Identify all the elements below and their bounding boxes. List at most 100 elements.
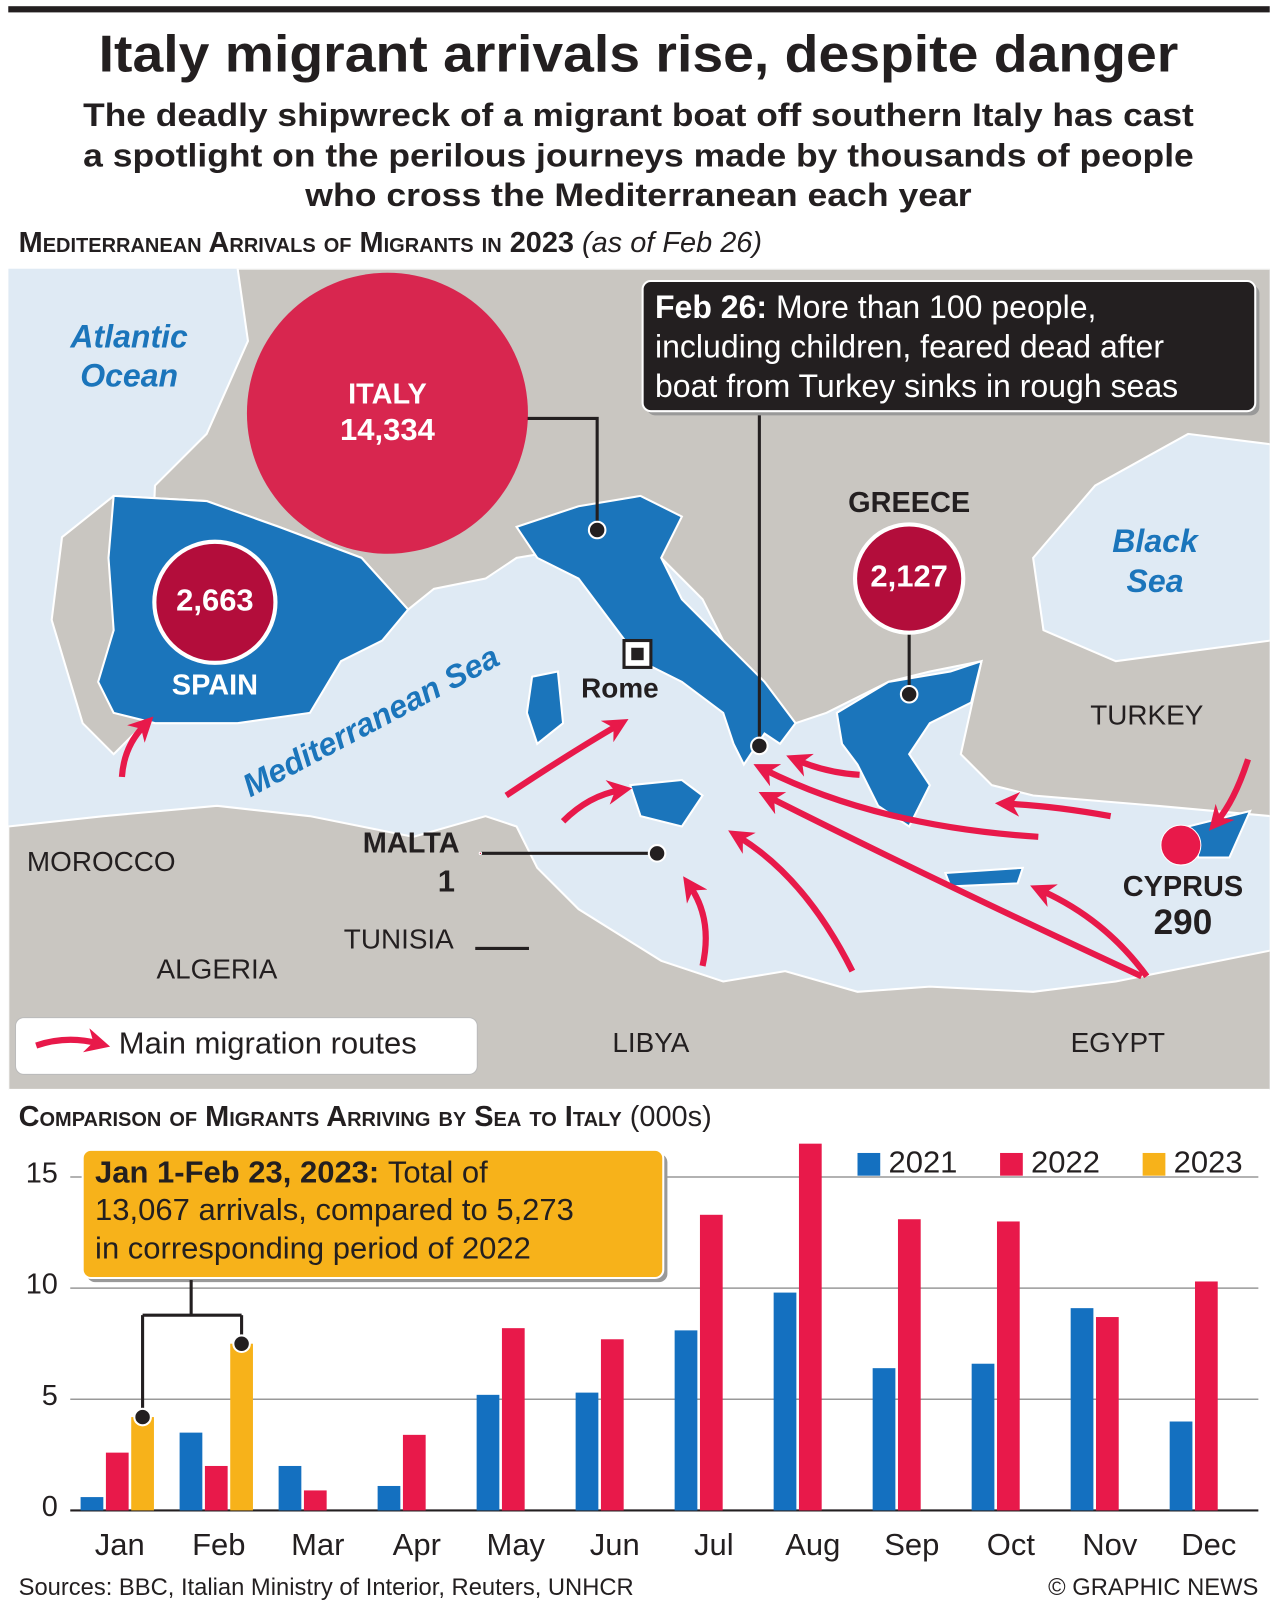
country-label: GREECE	[848, 487, 970, 519]
route-arrow	[1030, 884, 1150, 979]
chart-title-text: Comparison of Migrants Arriving by Sea t…	[19, 1100, 623, 1132]
legend-swatch	[1000, 1152, 1023, 1176]
arrival-value: 2,127	[870, 559, 948, 594]
legend-label: 2022	[1031, 1145, 1100, 1180]
annotation-text: 13,067 arrivals, compared to 5,273	[95, 1192, 574, 1227]
top-rule	[8, 6, 1270, 13]
callout-text: including children, feared dead after	[655, 329, 1164, 365]
bar	[1095, 1317, 1119, 1511]
sicily	[628, 778, 704, 828]
country-label: MALTA	[363, 828, 460, 860]
arrival-bubble	[152, 539, 278, 665]
leader-dot	[587, 520, 607, 540]
bar	[1169, 1421, 1193, 1511]
bar	[501, 1328, 525, 1511]
country-label: ALGERIA	[157, 954, 278, 985]
credit: © GRAPHIC NEWS	[1048, 1574, 1258, 1601]
annotation-line: Total of	[388, 1155, 488, 1190]
bar	[377, 1485, 401, 1511]
bar	[897, 1219, 921, 1511]
country-label: TURKEY	[1090, 699, 1203, 730]
annotation-lead: Jan 1-Feb 23, 2023:	[95, 1155, 379, 1190]
bar	[402, 1434, 426, 1511]
arrival-value: 290	[1154, 903, 1213, 942]
bar	[204, 1465, 228, 1511]
legend-label: 2023	[1174, 1145, 1243, 1180]
bar-chart: 0 5 10 15 Jan Feb Mar Apr May Jun Jul Aug Sep Oct Nov D…	[26, 1143, 1259, 1562]
y-tick-label: 10	[26, 1269, 58, 1301]
route-arrow	[118, 716, 154, 778]
callout-box	[641, 279, 1257, 413]
route-arrow	[728, 830, 856, 973]
x-tick-label: Jun	[590, 1527, 640, 1562]
x-tick-label: Jan	[95, 1527, 145, 1562]
map-note: (as of Feb 26)	[582, 226, 762, 258]
route-arrow	[504, 719, 629, 799]
bar	[600, 1339, 624, 1511]
sea-label: Ocean	[80, 358, 178, 394]
arrival-value: 14,334	[340, 412, 436, 447]
bar	[105, 1452, 129, 1511]
map-legend-box	[14, 1017, 478, 1075]
bar	[1194, 1281, 1218, 1511]
bar	[1070, 1308, 1094, 1511]
sea-label: Sea	[1127, 563, 1184, 599]
chart-unit: (000s)	[630, 1100, 712, 1132]
route-arrow	[683, 876, 709, 967]
subtitle: The deadly shipwreck of a migrant boat o…	[83, 97, 1194, 133]
country-label: CYPRUS	[1123, 871, 1243, 903]
bar	[699, 1214, 723, 1511]
bar	[80, 1497, 104, 1511]
leader-dot	[750, 736, 769, 756]
bar	[996, 1221, 1020, 1511]
callout-lead: Feb 26:	[655, 289, 767, 325]
x-tick-label: Apr	[393, 1527, 441, 1562]
route-arrow	[758, 791, 1143, 980]
leaders	[475, 411, 911, 950]
crete	[943, 866, 1025, 888]
route-arrow	[994, 791, 1112, 820]
arrival-bubble	[478, 851, 483, 856]
chart-title: Comparison of Migrants Arriving by Sea t…	[19, 1100, 712, 1132]
route-arrow	[786, 753, 860, 778]
route-arrow	[1209, 758, 1251, 831]
country-label: TUNISIA	[344, 924, 454, 955]
city-marker-core	[631, 647, 644, 661]
x-tick-label: Nov	[1082, 1527, 1138, 1562]
country-label: ITALY	[348, 378, 427, 410]
callout-line: More than 100 people,	[776, 289, 1096, 325]
sea-label: Atlantic	[69, 318, 188, 354]
x-tick-label: May	[487, 1527, 546, 1562]
bar	[303, 1490, 327, 1511]
map-title-text: Mediterranean Arrivals of Migrants in 20…	[19, 226, 574, 258]
leader-line	[526, 416, 599, 530]
sea-label: Black	[1112, 523, 1200, 559]
y-tick-label: 15	[26, 1158, 58, 1190]
x-tick-label: Dec	[1181, 1527, 1236, 1562]
route-arrow	[560, 780, 633, 824]
route-arrow	[753, 764, 1039, 840]
bar	[131, 1417, 154, 1511]
annotation-box	[81, 1148, 665, 1280]
country-label: SPAIN	[172, 670, 258, 702]
greece	[835, 659, 983, 829]
bar	[179, 1432, 203, 1511]
arrival-value: 1	[438, 864, 455, 899]
map-title: Mediterranean Arrivals of Migrants in 20…	[19, 226, 762, 258]
annotation-dot	[133, 1407, 152, 1427]
bar	[773, 1292, 797, 1511]
arrival-bubble	[1160, 824, 1202, 866]
title: Italy migrant arrivals rise, despite dan…	[99, 24, 1179, 82]
x-tick-label: Mar	[291, 1527, 344, 1562]
bar	[476, 1394, 500, 1511]
arrival-bubble	[246, 272, 528, 554]
callout-text: boat from Turkey sinks in rough seas	[655, 368, 1178, 404]
bar	[674, 1330, 698, 1511]
map-legend-label: Main migration routes	[119, 1026, 417, 1061]
leader-dot	[647, 844, 667, 863]
callout-text: Feb 26: More than 100 people,	[655, 289, 1096, 325]
bar	[230, 1343, 253, 1511]
arrival-bubble	[852, 522, 966, 635]
